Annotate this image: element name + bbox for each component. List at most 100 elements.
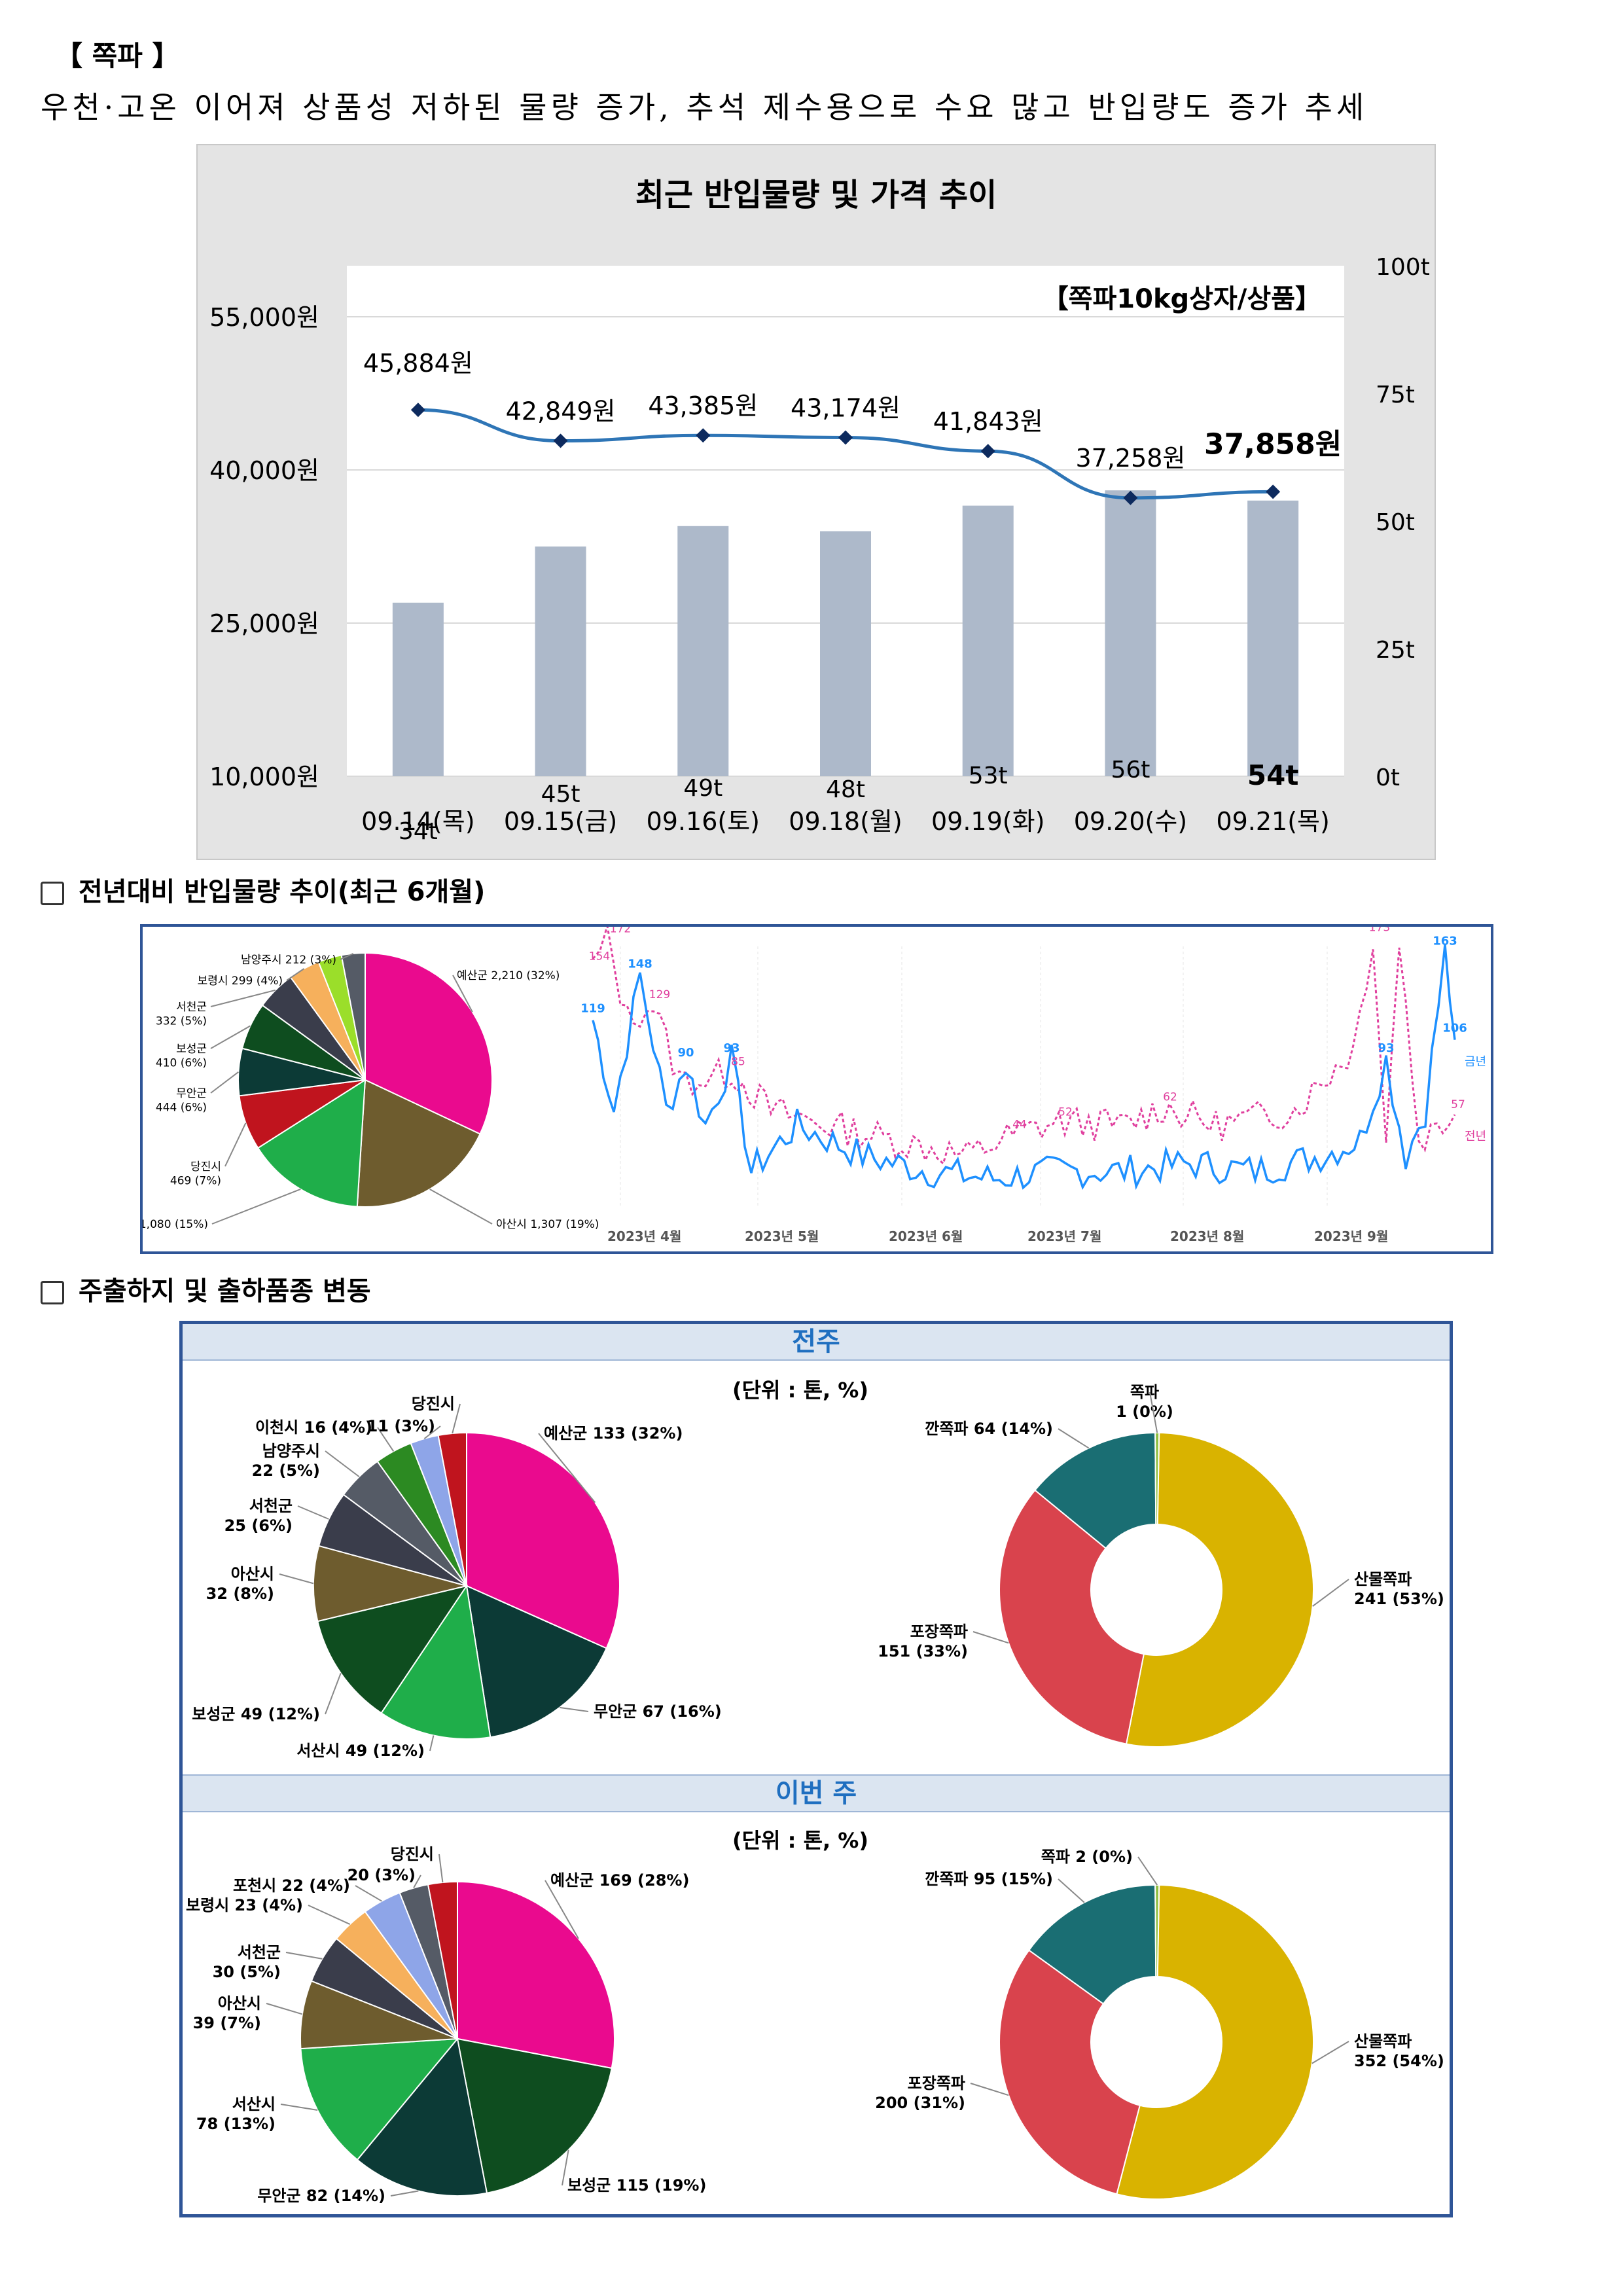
prev-year-point-label: 85 <box>731 1056 745 1069</box>
y-left-tick: 10,000원 <box>209 762 319 791</box>
leader-line <box>970 2083 1009 2096</box>
price-label: 45,884원 <box>363 349 473 378</box>
price-label: 43,385원 <box>648 391 758 420</box>
y-left-tick: 25,000원 <box>209 609 319 638</box>
leader-line <box>972 1631 1009 1644</box>
pie-slice <box>356 1079 481 1208</box>
price-marker <box>553 433 568 448</box>
donut-slice <box>1116 1884 1315 2200</box>
leader-line <box>560 1706 589 1712</box>
slice-label: 포장쪽파 <box>910 1623 968 1641</box>
slice-label: 11 (3%) <box>367 1417 435 1435</box>
slice-label: 당진시 <box>190 1160 221 1174</box>
slice-label: 보령시 299 (4%) <box>198 975 283 988</box>
leader-line <box>544 1880 579 1939</box>
leader-line <box>1058 1428 1090 1449</box>
leader-line <box>297 1505 329 1520</box>
slice-label: 서산시 1,080 (15%) <box>143 1218 208 1231</box>
slice-label: 서천군 <box>249 1497 293 1515</box>
leader-line <box>413 1874 421 1889</box>
this-week-band: 이번 주 <box>183 1774 1450 1812</box>
main-chart-title: 최근 반입물량 및 가격 추이 <box>635 177 997 213</box>
slice-label: 352 (54%) <box>1354 2052 1444 2070</box>
price-label: 41,843원 <box>933 407 1043 436</box>
pie-slice <box>457 1880 615 2070</box>
slice-label: 보성군 115 (19%) <box>567 2176 706 2195</box>
checkbox-icon <box>41 1281 64 1304</box>
slice-label: 당진시 <box>412 1395 455 1413</box>
price-marker <box>838 430 853 445</box>
slice-label: 당진시 <box>391 1845 434 1863</box>
slice-label: 151 (33%) <box>878 1642 968 1660</box>
this-year-point-label: 119 <box>580 1001 605 1015</box>
slice-label: 25 (6%) <box>224 1516 293 1535</box>
slice-label: 포장쪽파 <box>908 2074 965 2092</box>
slice-label: 서천군 <box>238 1943 281 1962</box>
price-label: 43,174원 <box>791 393 901 422</box>
leader-line <box>429 1735 435 1751</box>
panel-svg: (단위 : 톤, %) (단위 : 톤, %) 예산군 133 (32%) 무안군… <box>186 1378 1444 2205</box>
slice-label: 아산시 1,307 (19%) <box>496 1218 599 1231</box>
sec3-title: 주출하지 및 출하품종 변동 <box>79 1276 371 1306</box>
slice-label: 1 (0%) <box>1116 1403 1173 1421</box>
slice-label: 이천시 16 (4%) <box>255 1418 372 1437</box>
leader-line <box>1311 2041 1349 2064</box>
leader-line <box>452 975 473 1013</box>
volume-bar <box>392 602 444 776</box>
leader-line <box>210 1025 251 1049</box>
bar-label: 45t <box>541 781 580 808</box>
donut-slice <box>1027 1884 1157 2005</box>
leader-line <box>1058 1878 1085 1903</box>
x-tick: 09.18(월) <box>789 807 902 836</box>
volume-bar <box>677 526 729 776</box>
leader-line <box>1312 1579 1349 1607</box>
bar-label: 56t <box>1111 757 1150 783</box>
slice-label: 410 (6%) <box>156 1056 207 1069</box>
y-right-tick: 75t <box>1376 382 1415 408</box>
slice-label: 예산군 2,210 (32%) <box>457 969 560 982</box>
bar-label: 49t <box>683 775 722 802</box>
leader-line <box>1149 1391 1158 1433</box>
pie-slice <box>313 1545 467 1623</box>
y-right-tick: 25t <box>1376 637 1415 664</box>
leader-line <box>210 1071 239 1094</box>
x-tick: 2023년 8월 <box>1170 1229 1244 1244</box>
slice-label: 444 (6%) <box>156 1101 207 1114</box>
x-tick: 09.14(목) <box>361 807 474 836</box>
pie-slice <box>456 2037 613 2194</box>
y-right-tick: 100t <box>1376 254 1430 281</box>
slice-label: 469 (7%) <box>170 1174 221 1187</box>
leader-line <box>355 1885 382 1902</box>
slice-label: 포천시 22 (4%) <box>233 1876 350 1895</box>
slice-label: 무안군 67 (16%) <box>594 1702 722 1721</box>
sec3-header: 주출하지 및 출하품종 변동 <box>41 1270 371 1308</box>
x-tick: 2023년 7월 <box>1027 1229 1101 1244</box>
pie-slice <box>427 1880 458 2039</box>
this-year-point-label: 93 <box>723 1041 740 1055</box>
slice-label: 332 (5%) <box>156 1014 207 1028</box>
slice-label: 서산시 <box>232 2095 276 2113</box>
bar-label: 53t <box>969 762 1008 789</box>
volume-bar <box>1105 490 1156 776</box>
y-right-tick: 0t <box>1376 764 1400 791</box>
this-year-point-label: 93 <box>1378 1041 1394 1055</box>
leader-line <box>1137 1856 1158 1886</box>
leader-line <box>308 1905 351 1925</box>
x-tick: 2023년 4월 <box>607 1229 681 1244</box>
slice-label: 남양주시 212 (3%) <box>241 954 336 967</box>
price-label: 37,858원 <box>1204 427 1342 461</box>
leader-line <box>452 1403 461 1434</box>
y-right-tick: 50t <box>1376 509 1415 536</box>
slice-label: 깐쪽파 95 (15%) <box>925 1870 1053 1888</box>
yoy-panel: 예산군 2,210 (32%) 아산시 1,307 (19%) 서산시 1,080 … <box>105 921 1493 1254</box>
slice-label: 20 (3%) <box>348 1866 416 1884</box>
x-tick: 09.19(화) <box>931 807 1044 836</box>
leader-line <box>538 1433 596 1503</box>
this-year-point-label: 90 <box>677 1046 694 1060</box>
leader-line <box>286 968 305 981</box>
prev-year-line <box>592 925 1456 1166</box>
prev-year-point-label: 44 <box>1012 1118 1027 1131</box>
slice-label: 30 (5%) <box>213 1963 281 1981</box>
slice-label: 산물쪽파 <box>1354 1570 1412 1588</box>
leader-line <box>325 1450 360 1478</box>
